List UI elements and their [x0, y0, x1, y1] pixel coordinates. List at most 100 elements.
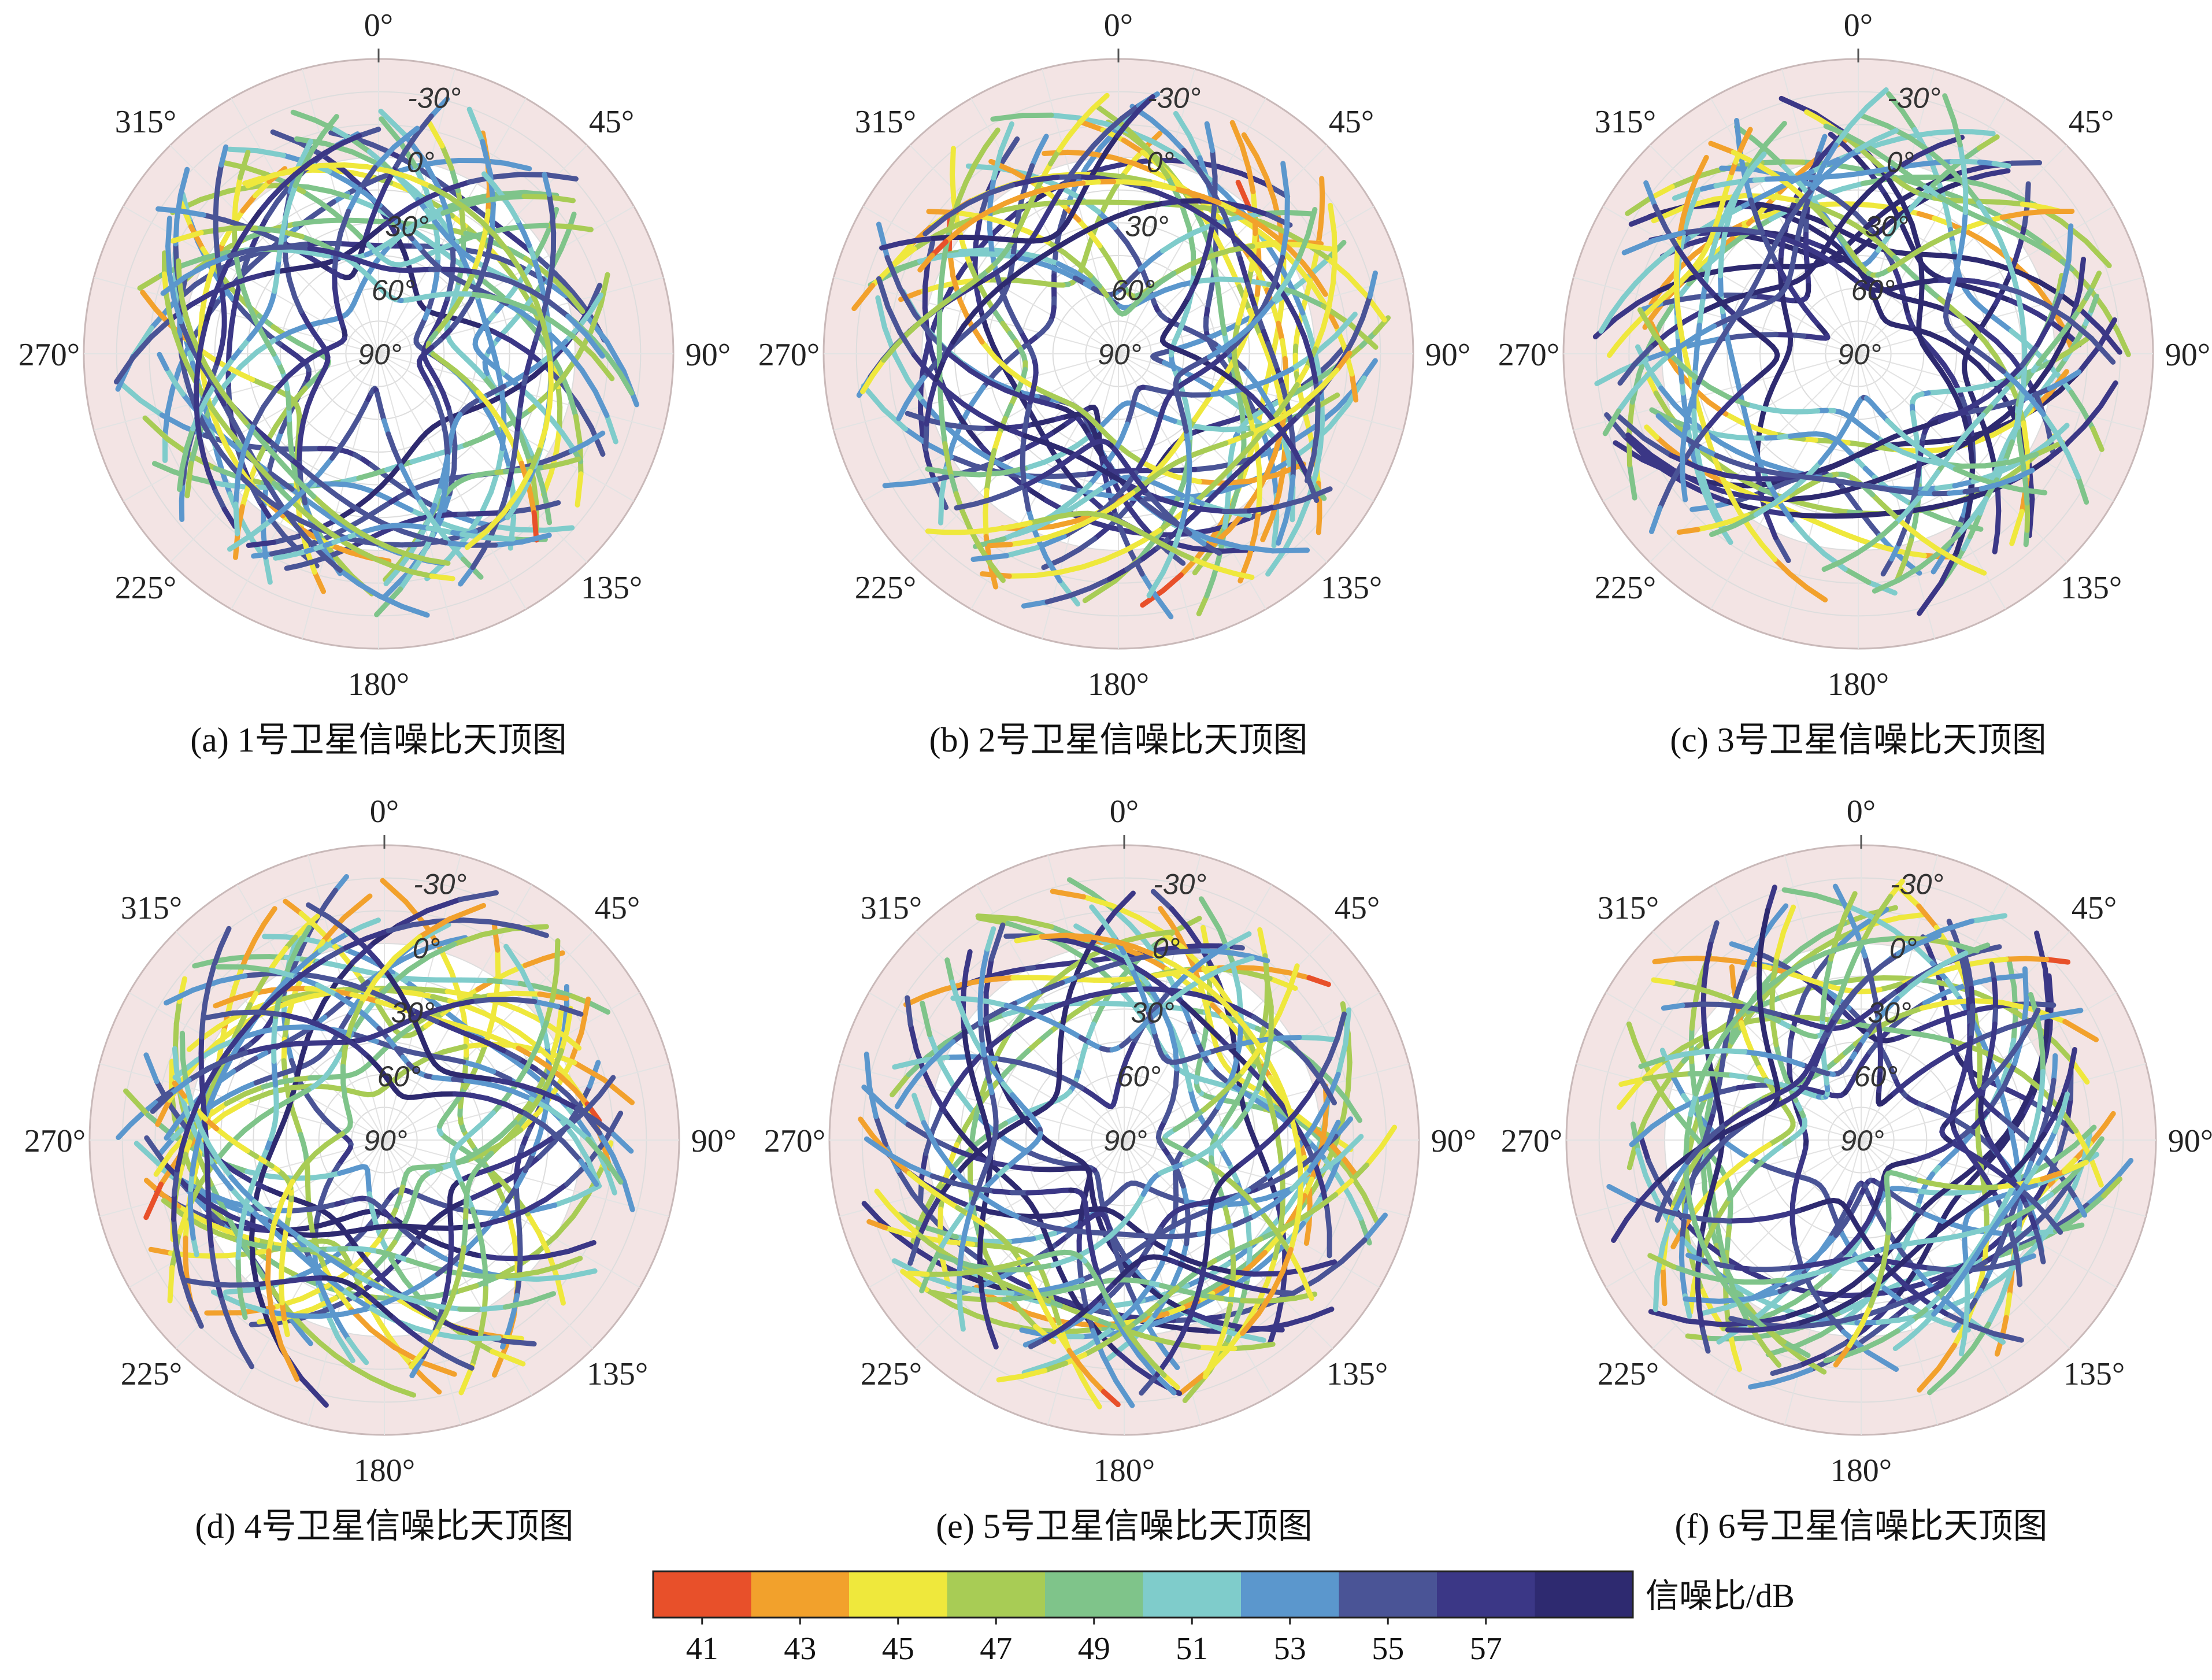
track-segment [254, 338, 276, 355]
track-segment [1330, 256, 1338, 286]
track-segment [316, 199, 336, 214]
track-segment [544, 223, 572, 230]
elevation-label: 0° [1887, 146, 1914, 178]
track-segment [440, 204, 464, 216]
track-segment [590, 336, 610, 358]
track-segment [942, 251, 972, 259]
track-segment [531, 476, 539, 506]
track-segment [575, 471, 584, 508]
track-segment [1680, 475, 1688, 502]
track-segment [568, 440, 590, 454]
track-segment [1144, 200, 1167, 210]
track-segment [925, 528, 947, 535]
track-segment [254, 148, 287, 158]
track-segment [249, 245, 276, 253]
track-segment [507, 338, 531, 354]
track-segment [198, 310, 205, 334]
track-segment [375, 184, 388, 206]
track-segment [1246, 505, 1279, 514]
track-segment [377, 202, 395, 220]
track-segment [466, 106, 486, 145]
track-segment [2021, 208, 2051, 216]
track-segment [2018, 310, 2026, 334]
azimuth-label: 135° [2061, 570, 2122, 606]
track-segment [434, 234, 441, 261]
elevation-label: 90° [358, 338, 402, 371]
skyplot-panel: 0°45°90°135°180°225°270°315°-30°0°30°60°… [18, 8, 731, 759]
track-segment [549, 447, 560, 475]
track-segment [503, 301, 524, 315]
track-segment [1676, 527, 1700, 535]
track-segment [1186, 461, 1192, 487]
satellite-track [221, 160, 594, 268]
track-segment [301, 404, 310, 424]
azimuth-label: 0° [1104, 8, 1133, 43]
track-segment [289, 244, 313, 251]
track-segment [342, 168, 365, 190]
track-segment [224, 444, 239, 465]
track-segment [547, 382, 554, 409]
track-segment [226, 225, 258, 231]
track-segment [2021, 420, 2030, 453]
track-segment [297, 436, 303, 461]
track-segment [1967, 436, 1976, 467]
track-segment [1913, 130, 1937, 138]
skyplot-panel: 0°45°90°135°180°225°270°315°-30°0°30°60°… [1498, 8, 2210, 759]
track-segment [328, 542, 353, 555]
track-segment [215, 162, 224, 186]
track-segment [522, 436, 534, 457]
track-segment [399, 604, 430, 618]
track-segment [588, 425, 606, 457]
track-segment [176, 258, 182, 284]
track-segment [264, 479, 278, 499]
track-segment [149, 316, 173, 340]
track-segment [1799, 512, 1822, 519]
track-segment [178, 199, 194, 230]
track-segment [537, 455, 558, 466]
track-segment [449, 524, 472, 535]
track-segment [564, 456, 581, 465]
track-segment [970, 553, 1009, 562]
track-segment [990, 113, 1025, 122]
track-segment [598, 272, 610, 308]
track-segment [439, 143, 454, 171]
track-segment [240, 193, 258, 214]
grid-spoke [231, 98, 379, 354]
track-segment [202, 275, 212, 298]
track-segment [168, 302, 194, 322]
azimuth-label: 270° [18, 337, 80, 373]
elevation-label: 0° [407, 146, 435, 178]
track-segment [480, 139, 493, 176]
track-segment [209, 436, 225, 457]
track-segment [499, 389, 507, 412]
track-segment [579, 368, 598, 394]
track-segment [312, 117, 338, 132]
track-segment [130, 334, 154, 361]
track-segment [1992, 528, 2000, 554]
track-segment [1161, 198, 1186, 206]
track-segment [201, 421, 215, 442]
track-segment [987, 542, 1013, 549]
track-segment [951, 471, 982, 478]
track-segment [398, 559, 422, 592]
track-segment [447, 314, 463, 334]
track-segment [2066, 223, 2074, 263]
track-segment [1673, 254, 1680, 278]
track-segment [140, 290, 158, 312]
track-segment [565, 349, 585, 373]
track-segment [489, 202, 496, 236]
track-segment [487, 404, 504, 425]
track-segment [526, 484, 537, 516]
azimuth-label: 0° [364, 8, 393, 43]
grid-spoke [378, 69, 455, 354]
track-segment [402, 132, 427, 164]
track-segment [301, 189, 322, 205]
track-segment [534, 467, 545, 489]
track-segment [1808, 491, 1832, 501]
track-segment [2015, 292, 2024, 316]
azimuth-label: 90° [2165, 337, 2210, 373]
track-segment [293, 523, 312, 544]
track-segment [446, 405, 455, 428]
track-segment [287, 543, 309, 553]
track-segment [233, 501, 240, 536]
